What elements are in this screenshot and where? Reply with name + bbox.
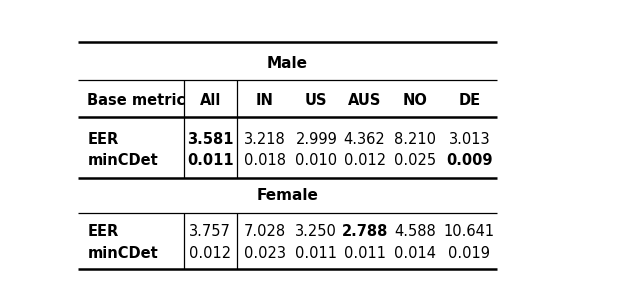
Text: EER: EER: [87, 132, 119, 147]
Text: 10.641: 10.641: [444, 224, 495, 239]
Text: AUS: AUS: [348, 93, 381, 108]
Text: 3.218: 3.218: [244, 132, 285, 147]
Text: 7.028: 7.028: [243, 224, 285, 239]
Text: 2.999: 2.999: [295, 132, 337, 147]
Text: 0.011: 0.011: [187, 154, 234, 168]
Text: 3.013: 3.013: [448, 132, 490, 147]
Text: 0.025: 0.025: [394, 154, 436, 168]
Text: 0.010: 0.010: [295, 154, 337, 168]
Text: NO: NO: [403, 93, 427, 108]
Text: All: All: [200, 93, 221, 108]
Text: 2.788: 2.788: [341, 224, 388, 239]
Text: 0.011: 0.011: [295, 246, 337, 261]
Text: 4.588: 4.588: [394, 224, 436, 239]
Text: Female: Female: [256, 188, 318, 203]
Text: 0.018: 0.018: [244, 154, 285, 168]
Text: 0.012: 0.012: [189, 246, 231, 261]
Text: EER: EER: [87, 224, 119, 239]
Text: Male: Male: [267, 56, 308, 71]
Text: 0.023: 0.023: [244, 246, 285, 261]
Text: US: US: [305, 93, 328, 108]
Text: 0.012: 0.012: [343, 154, 386, 168]
Text: minCDet: minCDet: [87, 246, 158, 261]
Text: minCDet: minCDet: [87, 154, 158, 168]
Text: 0.011: 0.011: [343, 246, 386, 261]
Text: 0.019: 0.019: [448, 246, 490, 261]
Text: 0.009: 0.009: [446, 154, 493, 168]
Text: 0.014: 0.014: [394, 246, 436, 261]
Text: IN: IN: [256, 93, 274, 108]
Text: 8.210: 8.210: [394, 132, 436, 147]
Text: 3.581: 3.581: [187, 132, 234, 147]
Text: Base metric: Base metric: [87, 93, 185, 108]
Text: 4.362: 4.362: [344, 132, 386, 147]
Text: 3.250: 3.250: [295, 224, 337, 239]
Text: 3.757: 3.757: [189, 224, 231, 239]
Text: DE: DE: [458, 93, 480, 108]
